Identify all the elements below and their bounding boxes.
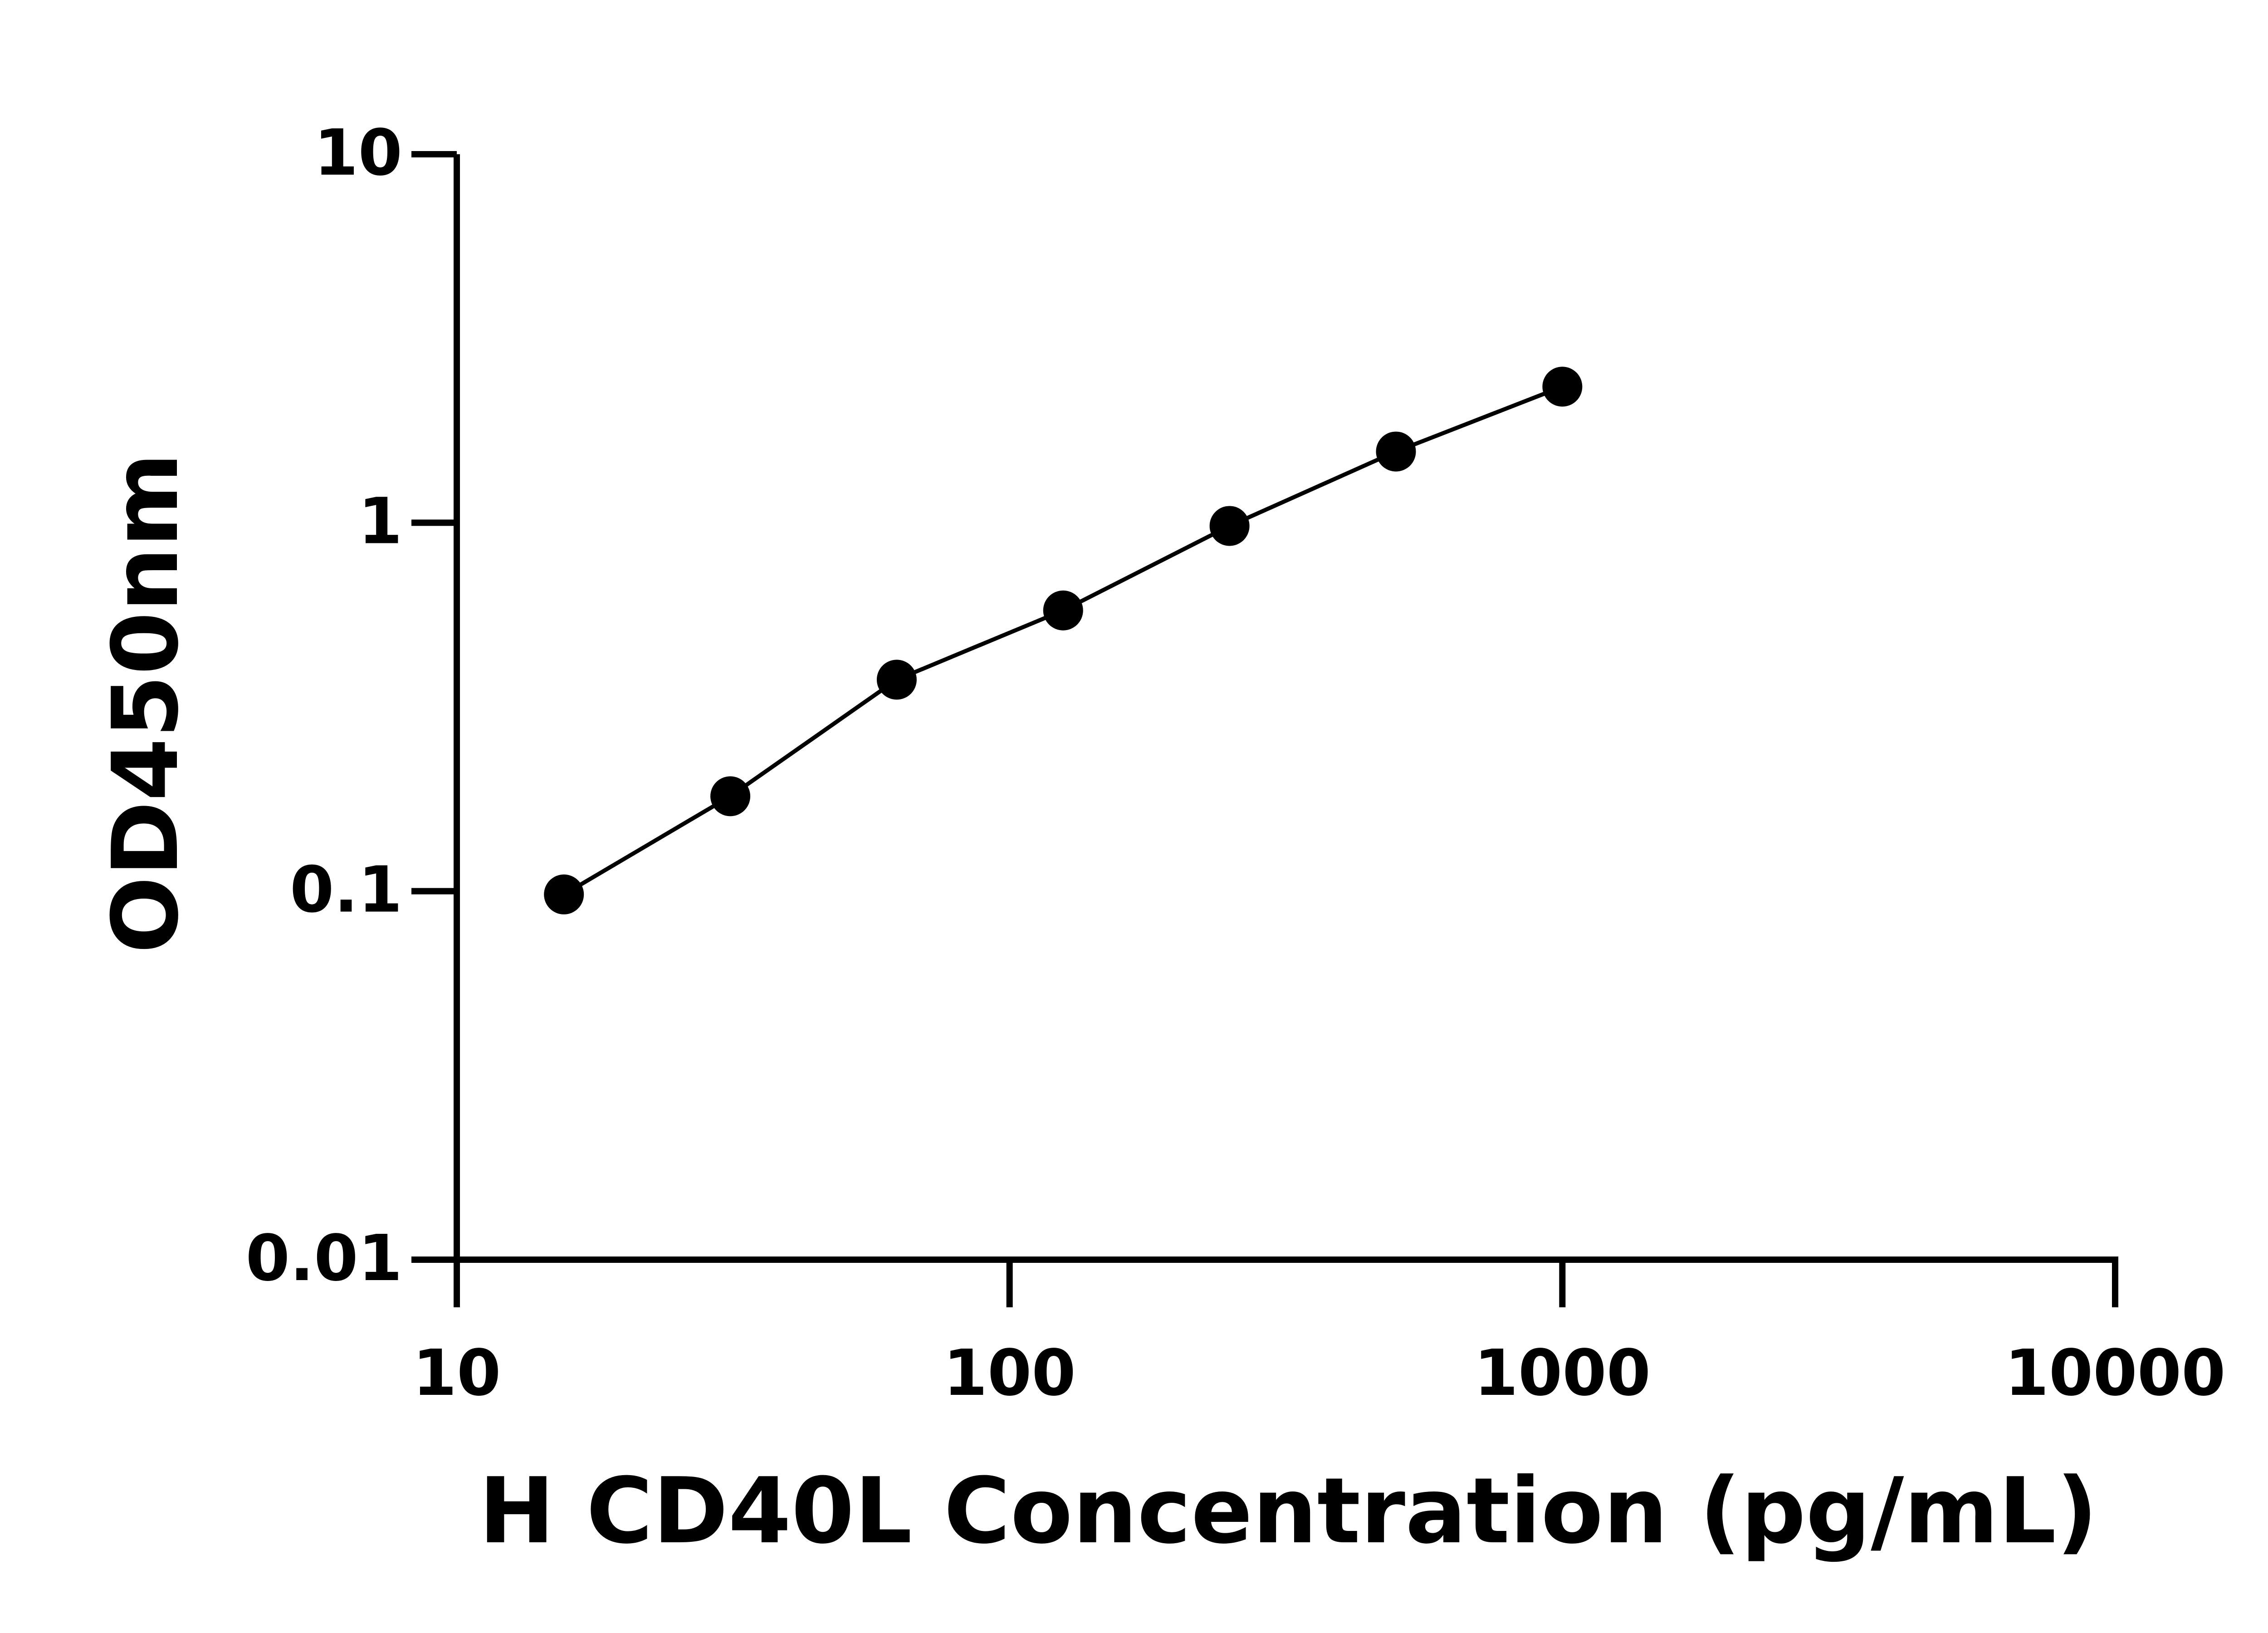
data-point (544, 874, 584, 914)
y-tick-label: 0.1 (290, 853, 402, 927)
data-point (1542, 367, 1583, 407)
x-axis-label: H CD40L Concentration (pg/mL) (479, 1458, 2097, 1564)
axes (454, 154, 2118, 1263)
y-axis-label: OD450nm (93, 453, 199, 953)
marks (544, 367, 1583, 914)
y-tick-label: 0.01 (246, 1222, 402, 1296)
data-point (1043, 590, 1083, 631)
data-point (876, 660, 917, 700)
x-tick-label: 1000 (1474, 1336, 1651, 1410)
data-point (1376, 431, 1416, 472)
data-point (710, 776, 751, 816)
x-tick-label: 10000 (2004, 1336, 2225, 1410)
y-tick-label: 1 (358, 484, 402, 558)
x-tick-label: 10 (413, 1336, 501, 1410)
x-tick-label: 100 (943, 1336, 1076, 1410)
data-point (1209, 506, 1250, 546)
y-tick-label: 10 (314, 116, 402, 190)
fit-curve (562, 385, 1563, 896)
ticks: 0.01 0.1 1 10 10 100 1000 10000 (246, 116, 2226, 1410)
